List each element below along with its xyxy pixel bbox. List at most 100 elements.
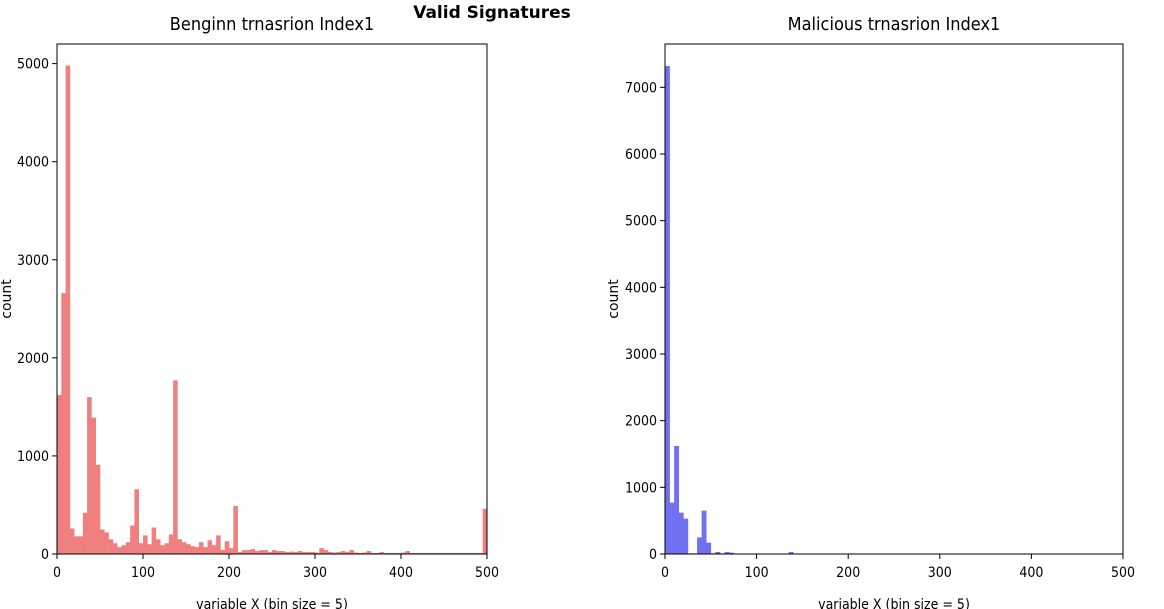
histogram-bar (160, 545, 165, 554)
histogram-bar (715, 552, 721, 554)
x-tick-label: 0 (661, 565, 669, 581)
y-tick-label: 0 (649, 547, 657, 563)
x-tick-label: 200 (836, 565, 860, 581)
histogram-bar (108, 539, 114, 554)
histogram-bar (697, 537, 702, 554)
y-tick-label: 1000 (17, 449, 49, 465)
axes-frame (664, 43, 1124, 555)
chart-panel-2: Malicious trnasrion Index1 0 100 200 300 400 5… (606, 14, 1135, 609)
histogram-bar (315, 552, 320, 554)
histogram-bar (706, 542, 712, 554)
chart-title: Malicious trnasrion Index1 (788, 14, 1001, 35)
y-tick-label: 2000 (625, 414, 657, 430)
histogram-bar (674, 446, 680, 554)
histogram-bar (237, 552, 243, 554)
histogram-bar (233, 505, 238, 554)
y-tick-label: 1000 (625, 480, 657, 496)
histogram-bar (164, 543, 170, 554)
histogram-bar (788, 552, 794, 554)
histogram-bar (241, 550, 247, 554)
histogram-bar (482, 508, 488, 554)
y-axis-label: count (606, 279, 622, 319)
histogram-bar (336, 552, 342, 554)
histogram-bar (168, 534, 174, 554)
x-axis-label: variable X (bin size = 5) (196, 597, 348, 609)
y-tick-label: 5000 (17, 57, 49, 73)
histogram-bar (134, 489, 139, 554)
axes-frame (56, 43, 488, 555)
histogram-bar (224, 541, 230, 554)
histogram-bar (349, 550, 354, 554)
histogram-bar (306, 552, 311, 554)
histogram-bar (683, 518, 689, 554)
figure-suptitle: Valid Signatures (413, 3, 571, 23)
histogram-bar (276, 551, 281, 554)
histogram-bar (91, 417, 96, 554)
chart-title: Benginn trnasrion Index1 (170, 14, 374, 35)
histogram-bar (57, 395, 62, 554)
histogram-bar (143, 535, 148, 554)
histogram-bar (198, 542, 204, 554)
histogram-bar (194, 547, 200, 554)
histogram-bar (121, 545, 127, 554)
histogram-bar (130, 525, 135, 554)
histogram-bar (701, 510, 707, 554)
histogram-bar (263, 550, 268, 554)
histogram-bar (87, 397, 92, 554)
histogram-bar (340, 551, 346, 554)
histogram-bar (155, 539, 161, 554)
histogram-bar (173, 380, 178, 554)
histogram-bar (310, 552, 316, 554)
y-tick-label: 3000 (17, 253, 49, 269)
histogram-bar (246, 550, 251, 554)
y-tick-label: 6000 (625, 147, 657, 163)
histogram-bar (379, 552, 385, 554)
y-axis-label: count (0, 279, 15, 319)
histogram-bar (250, 549, 256, 554)
chart-panel-1: Benginn trnasrion Index1 0 100 200 300 400 500… (0, 14, 499, 609)
histogram-bar (216, 535, 221, 554)
histogram-bar (267, 552, 273, 554)
histogram-bar (259, 550, 264, 554)
histogram-bar (229, 548, 234, 554)
histogram-bar (104, 532, 109, 554)
histogram-bar (323, 550, 329, 554)
histogram-bar (280, 551, 286, 554)
y-tick-label: 4000 (17, 155, 49, 171)
histogram-bar (401, 552, 406, 554)
histogram-bar (82, 512, 88, 554)
histogram-bar (177, 539, 182, 554)
x-tick-label: 0 (53, 565, 61, 581)
histogram-bar (181, 542, 187, 554)
x-tick-label: 300 (928, 565, 952, 581)
histogram-bar (729, 552, 734, 554)
histogram-bar (254, 551, 260, 554)
histogram-bar (69, 528, 75, 554)
chart-panels: Benginn trnasrion Index1 0 100 200 300 400 500… (0, 14, 1135, 609)
histogram-bar (353, 552, 359, 554)
histogram-bar (319, 548, 324, 554)
histogram-bar (190, 546, 195, 554)
histogram-bar (220, 550, 225, 554)
histogram-bar (293, 552, 299, 554)
y-tick-label: 0 (41, 547, 49, 563)
y-tick-label: 5000 (625, 214, 657, 230)
histogram-bar (95, 464, 101, 554)
histogram-bar (65, 65, 71, 555)
histogram-bar (724, 552, 730, 554)
histogram-bar (327, 552, 333, 554)
x-tick-label: 400 (389, 565, 413, 581)
histogram-bar (332, 552, 337, 554)
histogram-bar (117, 547, 122, 554)
histogram-bar (284, 552, 290, 554)
x-tick-label: 200 (217, 565, 241, 581)
x-tick-label: 100 (745, 565, 769, 581)
x-tick-label: 500 (1111, 565, 1135, 581)
histogram-bar (302, 552, 307, 554)
histogram-bar (345, 552, 350, 554)
y-tick-label: 2000 (17, 351, 49, 367)
histogram-bars (57, 65, 488, 555)
histogram-bar (203, 547, 208, 554)
